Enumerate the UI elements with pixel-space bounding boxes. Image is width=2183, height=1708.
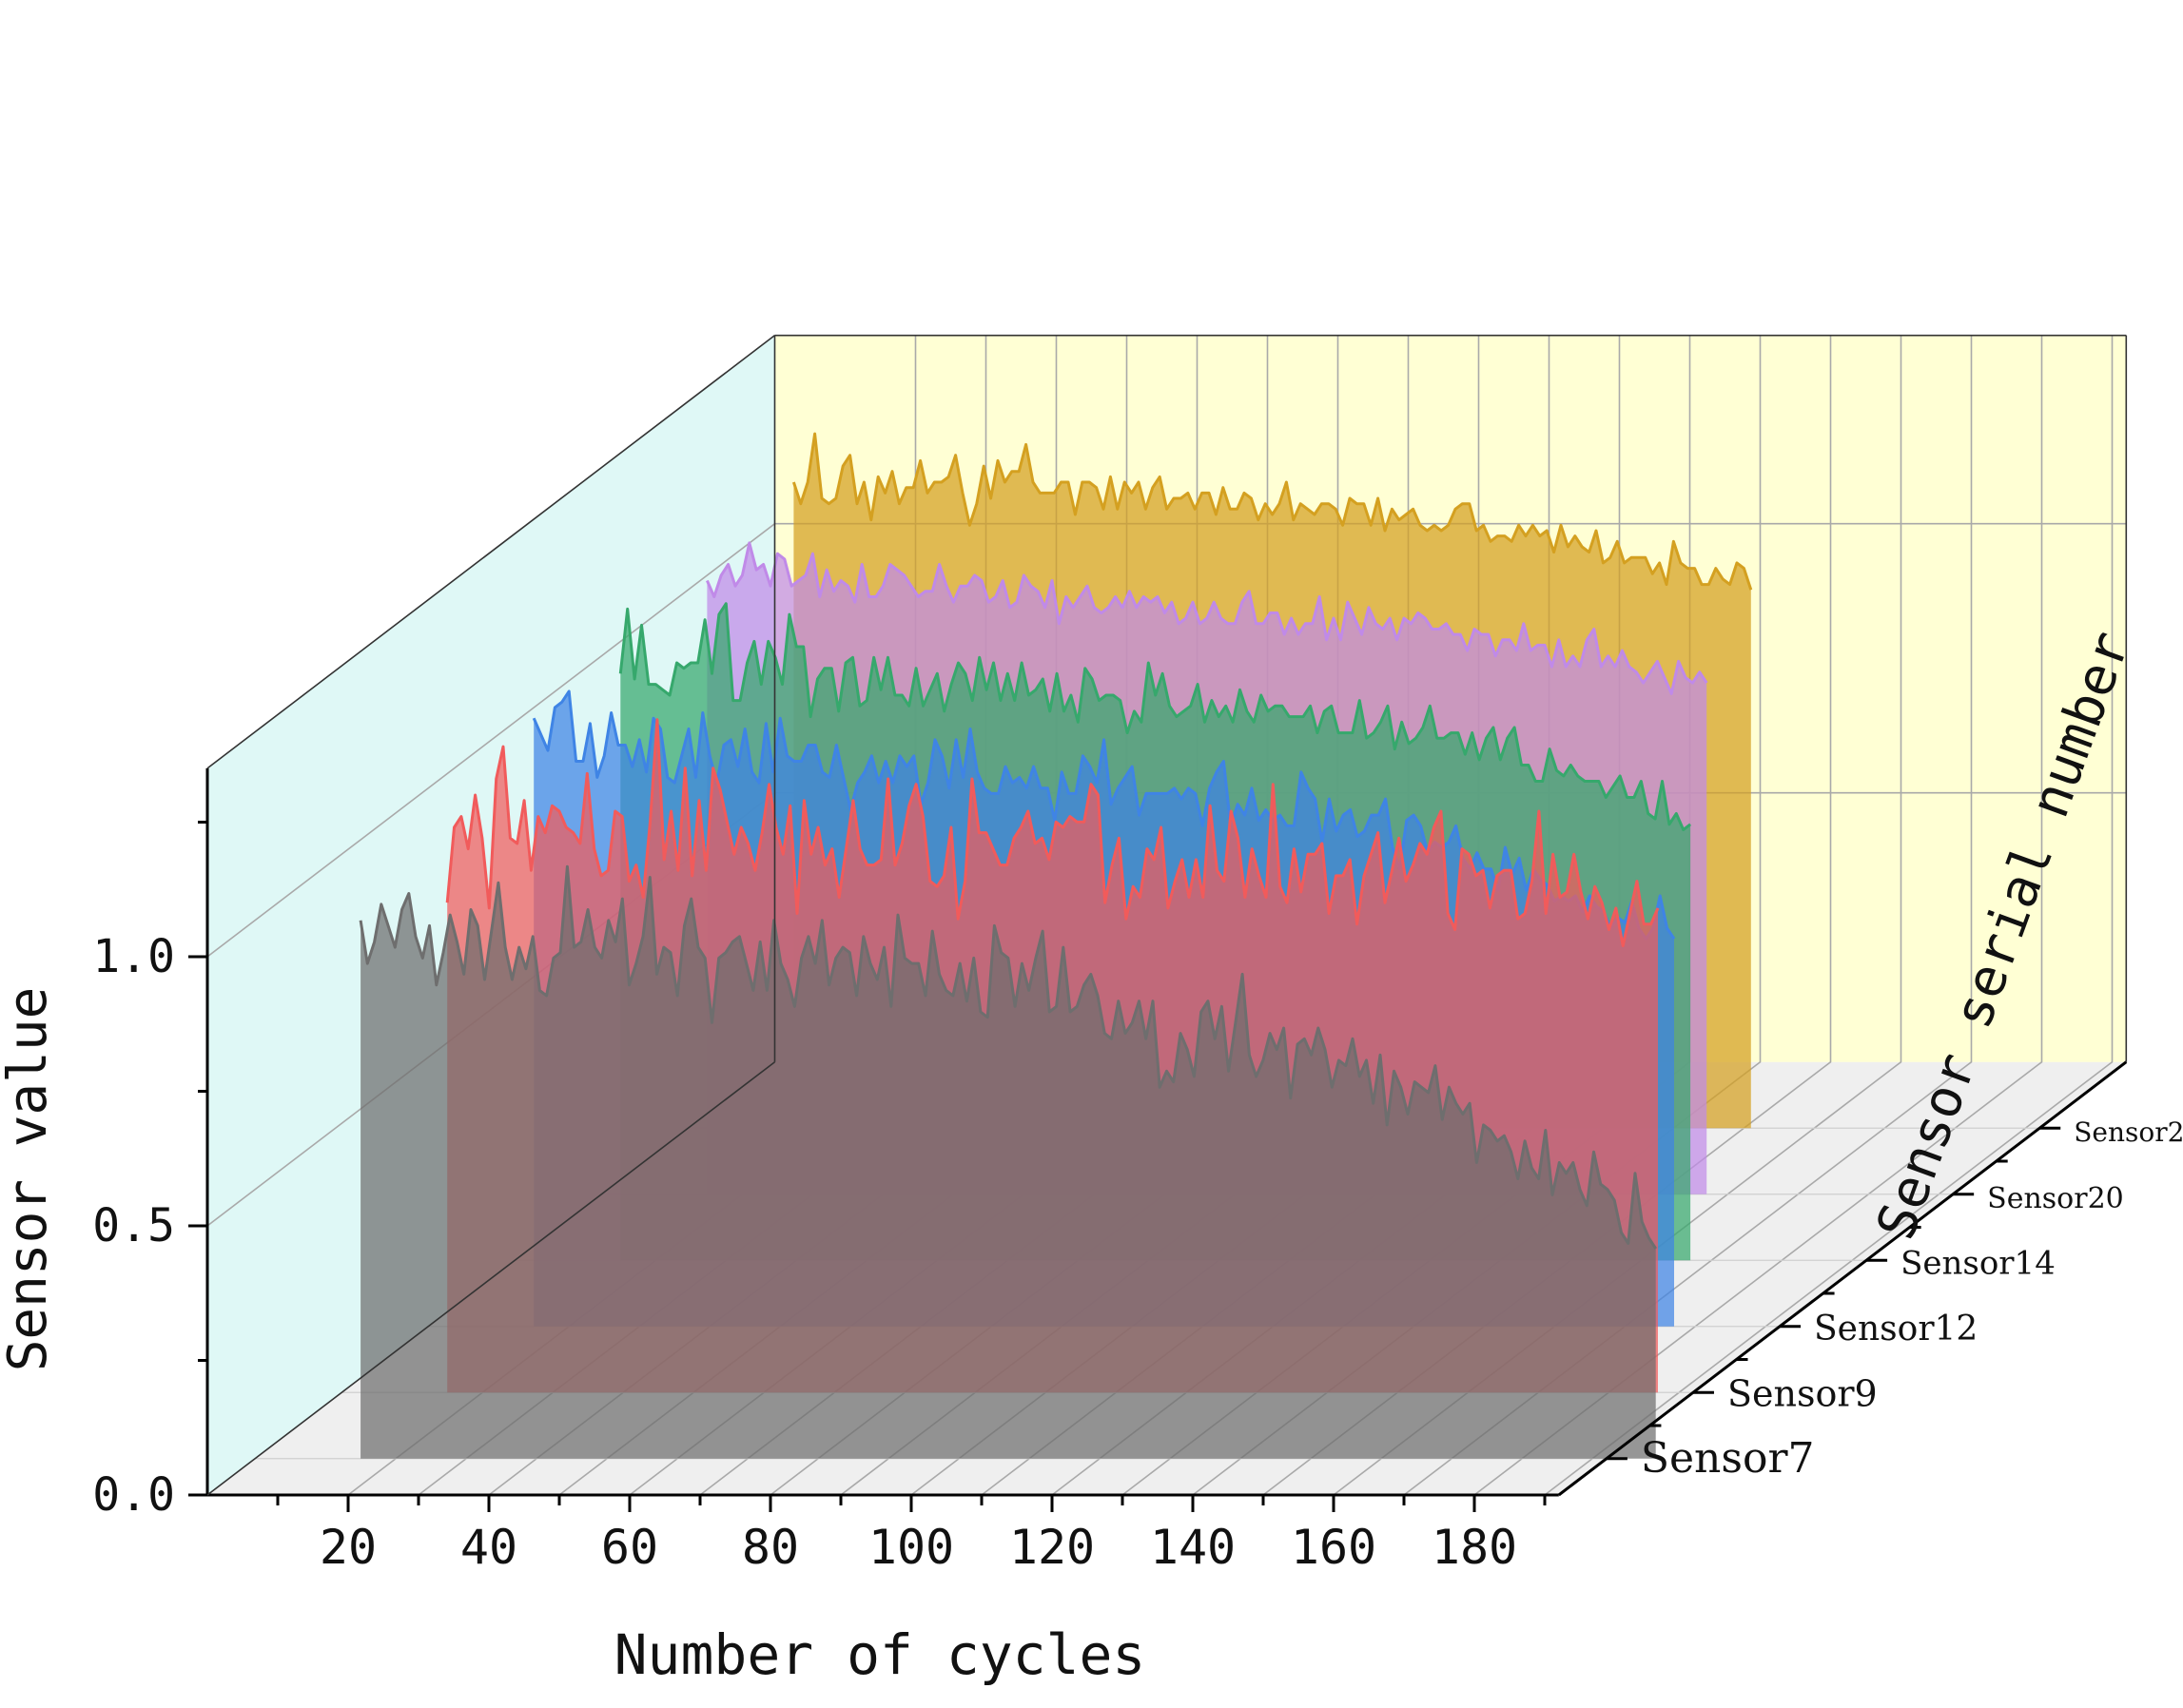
x-tick-label: 140 <box>1150 1520 1236 1575</box>
x-axis-title: Number of cycles <box>614 1622 1146 1687</box>
series-line <box>618 602 1692 831</box>
y-tick-label: 1.0 <box>92 930 175 983</box>
floor-left-edge <box>206 1061 775 1496</box>
z-tick-label: Sensor9 <box>1727 1372 1878 1414</box>
z-tick-label: Sensor7 <box>1641 1434 1815 1483</box>
z-axis-line <box>1557 1060 2128 1497</box>
x-tick-label: 180 <box>1432 1520 1517 1575</box>
series-line <box>445 718 1660 947</box>
x-tick-label: 60 <box>601 1520 658 1575</box>
series-sensor7 <box>359 864 1657 1459</box>
series-line <box>359 864 1657 1250</box>
y-tick-label: 0.5 <box>92 1199 175 1252</box>
series-line <box>532 689 1676 941</box>
y-axis-title: Sensor value <box>0 987 59 1372</box>
series-layer <box>359 432 1753 1459</box>
gridline-x <box>1473 335 2043 1496</box>
y-tick-label: 0.0 <box>92 1468 175 1522</box>
gridline-x <box>1544 335 2114 1496</box>
axis-lines <box>188 334 2128 1512</box>
x-tick-label: 100 <box>868 1520 954 1575</box>
wall-top-edge <box>206 335 775 769</box>
x-tick-label: 80 <box>742 1520 799 1575</box>
series-area <box>361 866 1656 1459</box>
z-tick-label: Sensor20 <box>1987 1182 2124 1215</box>
x-tick-label: 120 <box>1009 1520 1095 1575</box>
z-tick-label: Sensor14 <box>1900 1244 2056 1282</box>
series-line <box>706 541 1708 695</box>
tick-labels: 20 40 60 80 100 120 140 160 180 0.0 0.5 1.0 Sensor7 S… <box>92 930 2183 1575</box>
z-tick-label: Sensor21 <box>2074 1116 2183 1148</box>
x-tick-label: 20 <box>320 1520 377 1575</box>
series-line <box>791 432 1753 591</box>
x-tick-label: 40 <box>460 1520 517 1575</box>
x-tick-label: 160 <box>1291 1520 1376 1575</box>
z-tick-label: Sensor12 <box>1814 1310 1978 1349</box>
